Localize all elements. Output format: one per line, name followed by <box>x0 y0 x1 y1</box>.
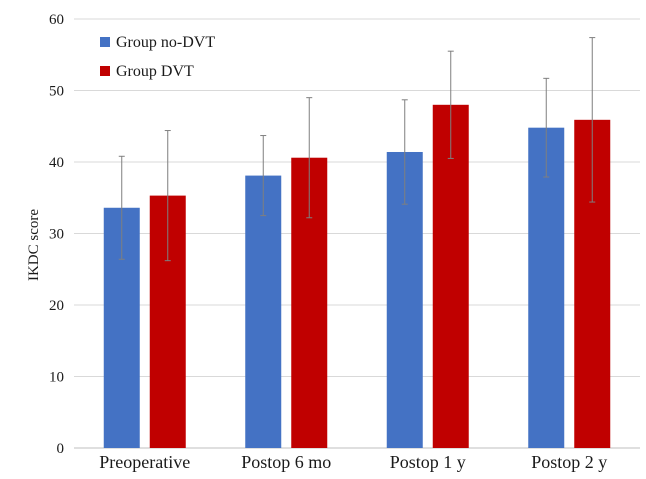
y-tick-label: 60 <box>49 12 64 28</box>
error-bars <box>118 37 596 262</box>
x-tick-label: Postop 2 y <box>531 452 607 472</box>
y-tick-label: 20 <box>49 298 64 314</box>
x-axis-ticks: Preoperative Postop 6 mo Postop 1 y Postop … <box>99 452 607 472</box>
bars <box>103 104 611 449</box>
legend: Group no-DVT Group DVT <box>100 34 215 80</box>
legend-swatch <box>100 66 110 76</box>
y-tick-label: 0 <box>57 441 65 457</box>
bar-no-dvt-1 <box>245 175 282 448</box>
bar-dvt-2 <box>432 104 469 449</box>
legend-label: Group no-DVT <box>116 34 215 51</box>
y-axis-label: IKDC score <box>26 209 42 281</box>
y-axis-ticks: 0 10 20 30 40 50 60 <box>49 12 64 457</box>
legend-swatch <box>100 37 110 47</box>
y-tick-label: 50 <box>49 84 64 100</box>
x-tick-label: Preoperative <box>99 452 190 472</box>
x-tick-label: Postop 6 mo <box>241 452 331 472</box>
y-tick-label: 10 <box>49 370 64 386</box>
x-tick-label: Postop 1 y <box>390 452 466 472</box>
y-tick-label: 30 <box>49 227 64 243</box>
legend-label: Group DVT <box>116 63 194 80</box>
bar-no-dvt-3 <box>528 127 565 449</box>
y-tick-label: 40 <box>49 155 64 171</box>
